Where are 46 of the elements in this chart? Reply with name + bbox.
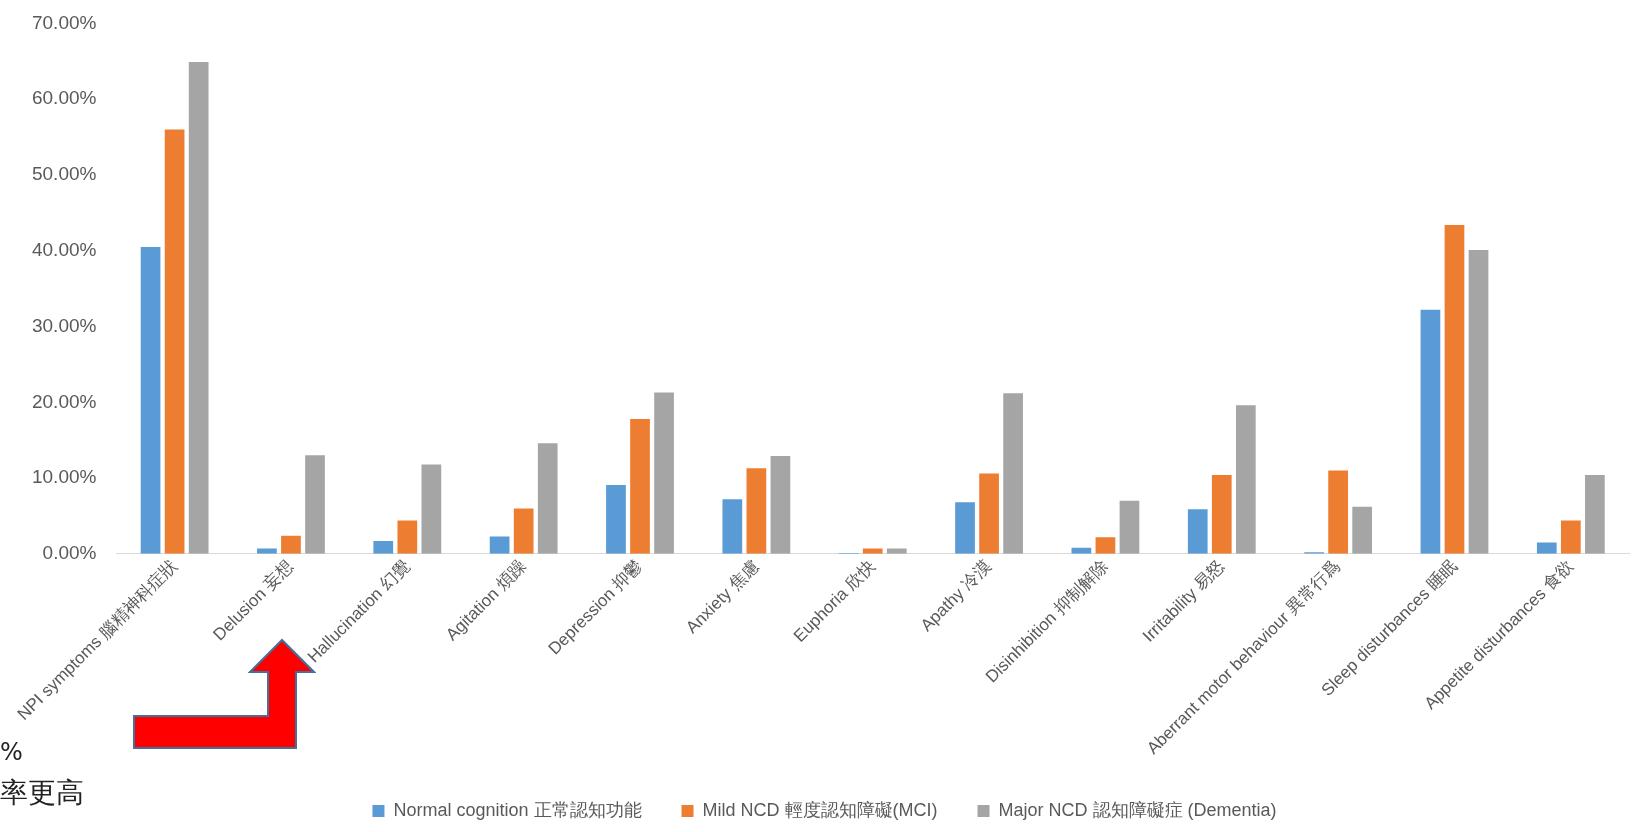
bar xyxy=(955,502,975,554)
bar xyxy=(722,499,743,554)
bar xyxy=(140,246,161,554)
bar xyxy=(1235,405,1256,554)
bar xyxy=(164,129,185,554)
bar xyxy=(606,484,626,554)
bar xyxy=(979,473,999,554)
y-tick-label: 40.00% xyxy=(31,238,97,260)
bar xyxy=(513,508,534,554)
y-tick-label: 50.00% xyxy=(31,163,97,185)
bar xyxy=(1119,500,1140,554)
text: 率更高 xyxy=(0,775,84,811)
bar xyxy=(1560,520,1581,554)
bar xyxy=(188,62,209,554)
bar xyxy=(489,536,510,554)
bar xyxy=(373,540,394,554)
bar xyxy=(1328,470,1348,554)
legend-label: Mild NCD 輕度認知障礙(MCI) xyxy=(702,799,938,820)
bar xyxy=(630,418,650,554)
bar xyxy=(537,443,558,554)
y-tick-label: 20.00% xyxy=(31,390,97,412)
bar xyxy=(281,535,301,554)
y-tick-label: 70.00% xyxy=(31,11,97,33)
text: % xyxy=(0,738,23,766)
bar xyxy=(746,468,767,554)
bar xyxy=(1420,309,1441,554)
bar xyxy=(1468,249,1489,554)
bar xyxy=(1352,506,1373,554)
bar xyxy=(1585,475,1605,554)
bar xyxy=(1536,542,1557,554)
bar xyxy=(1095,537,1116,554)
bar xyxy=(1003,393,1023,554)
legend-label: Normal cognition 正常認知功能 xyxy=(393,799,642,820)
bar xyxy=(421,464,442,554)
bar xyxy=(1187,509,1208,554)
bar xyxy=(654,392,674,554)
y-tick-label: 30.00% xyxy=(31,314,97,336)
legend-label: Major NCD 認知障礙症 (Dementia) xyxy=(998,799,1277,820)
bar xyxy=(1444,224,1465,554)
y-tick-label: 0.00% xyxy=(42,542,97,564)
y-tick-label: 10.00% xyxy=(31,466,97,488)
bar xyxy=(305,455,325,554)
bar xyxy=(397,520,418,554)
y-tick-label: 60.00% xyxy=(31,87,97,109)
bar xyxy=(770,456,791,554)
bar xyxy=(1211,475,1232,554)
